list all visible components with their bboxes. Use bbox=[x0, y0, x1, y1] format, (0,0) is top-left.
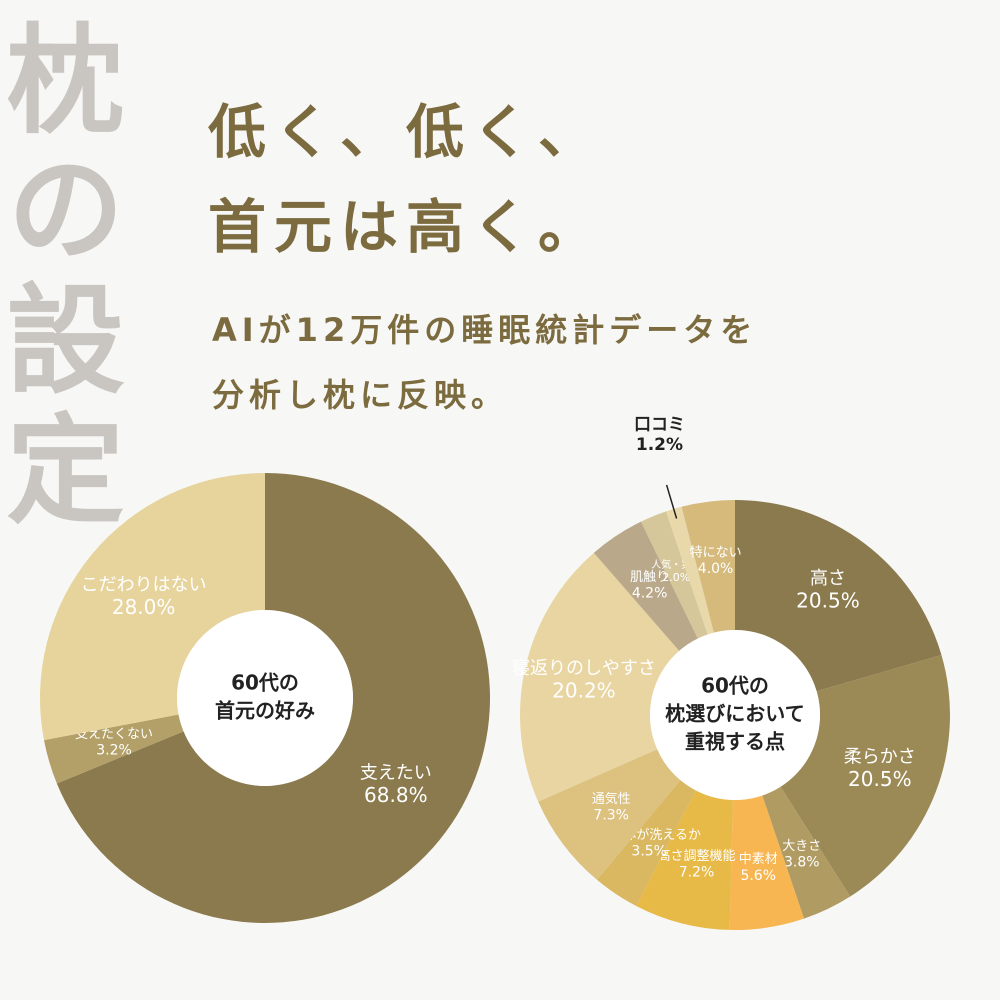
value-label: 68.8% bbox=[364, 783, 428, 807]
center-text: 60代の bbox=[701, 674, 769, 698]
slice-label: 寝返りのしやすさ bbox=[512, 658, 656, 679]
slice bbox=[665, 506, 714, 635]
slice-label: こだわりはない bbox=[81, 575, 207, 596]
slice bbox=[762, 786, 851, 919]
slice-label: 高さ bbox=[810, 568, 846, 589]
slice-label: 支えたい bbox=[360, 763, 432, 784]
center-text: 首元の好み bbox=[215, 699, 315, 723]
slice-label: 口コミ bbox=[634, 415, 685, 435]
slice bbox=[43, 714, 184, 784]
vertical-title: 枕の設定 bbox=[0, 18, 124, 538]
center-hole bbox=[650, 630, 820, 800]
slice bbox=[538, 749, 681, 880]
slice-label: 支えたくない bbox=[75, 727, 153, 742]
slice bbox=[593, 521, 698, 651]
slice bbox=[641, 511, 708, 639]
value-label: 1.2% bbox=[636, 435, 683, 455]
slice-label: 高さ調整機能 bbox=[657, 848, 735, 864]
slice bbox=[596, 780, 696, 906]
subheadline: AIが12万件の睡眠統計データを bbox=[212, 311, 758, 349]
slice-label: 柔らかさ bbox=[844, 747, 916, 768]
subheadline: 分析し枕に反映。 bbox=[212, 376, 509, 414]
value-label: 5.6% bbox=[740, 868, 776, 884]
slice-label: 通気性 bbox=[592, 791, 631, 807]
center-text: 60代の bbox=[231, 671, 299, 695]
center-text: 重視する点 bbox=[685, 730, 785, 754]
leader-line bbox=[665, 484, 678, 519]
value-label: 7.2% bbox=[679, 865, 715, 881]
value-label: 2.0% bbox=[662, 571, 690, 584]
value-label: 4.0% bbox=[698, 561, 734, 577]
slice bbox=[780, 655, 950, 897]
value-label: 20.5% bbox=[796, 589, 860, 613]
center-hole bbox=[177, 610, 353, 786]
slice-label: 大きさ bbox=[782, 839, 821, 854]
slice bbox=[735, 500, 942, 692]
center-text: 枕選びにおいて bbox=[665, 702, 804, 726]
slice bbox=[56, 473, 490, 923]
headline: 低く、低く、 bbox=[208, 98, 605, 166]
value-label: 3.2% bbox=[96, 743, 132, 759]
headline: 首元は高く。 bbox=[208, 193, 605, 261]
slice-label: 特にない bbox=[690, 546, 742, 561]
slice bbox=[39, 473, 266, 741]
slice bbox=[681, 500, 735, 633]
slice-label: 中素材 bbox=[739, 852, 778, 867]
slice bbox=[636, 790, 733, 930]
value-label: 28.0% bbox=[112, 595, 176, 619]
value-label: 20.2% bbox=[552, 679, 616, 703]
value-label: 3.5% bbox=[631, 844, 667, 860]
value-label: 4.2% bbox=[632, 586, 668, 602]
value-label: 20.5% bbox=[848, 767, 912, 791]
slice bbox=[729, 795, 805, 930]
slice-label: 肌触り bbox=[630, 570, 669, 585]
value-label: 7.3% bbox=[593, 808, 629, 824]
value-label: 3.8% bbox=[784, 854, 820, 870]
slice bbox=[520, 552, 680, 802]
